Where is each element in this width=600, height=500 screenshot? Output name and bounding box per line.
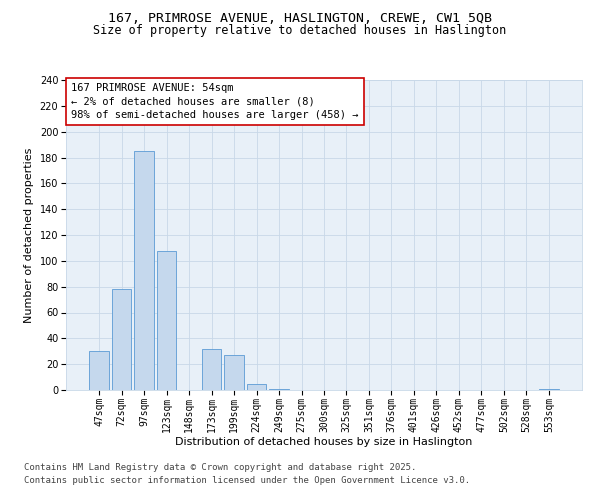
Bar <box>202 348 221 390</box>
Bar <box>89 351 109 390</box>
Bar <box>247 384 266 390</box>
Y-axis label: Number of detached properties: Number of detached properties <box>24 148 34 322</box>
Text: Contains public sector information licensed under the Open Government Licence v3: Contains public sector information licen… <box>24 476 470 485</box>
X-axis label: Distribution of detached houses by size in Haslington: Distribution of detached houses by size … <box>175 437 473 447</box>
Text: Size of property relative to detached houses in Haslington: Size of property relative to detached ho… <box>94 24 506 37</box>
Bar <box>134 151 154 390</box>
Text: 167 PRIMROSE AVENUE: 54sqm
← 2% of detached houses are smaller (8)
98% of semi-d: 167 PRIMROSE AVENUE: 54sqm ← 2% of detac… <box>71 83 359 120</box>
Bar <box>539 388 559 390</box>
Text: 167, PRIMROSE AVENUE, HASLINGTON, CREWE, CW1 5QB: 167, PRIMROSE AVENUE, HASLINGTON, CREWE,… <box>108 12 492 26</box>
Bar <box>112 289 131 390</box>
Text: Contains HM Land Registry data © Crown copyright and database right 2025.: Contains HM Land Registry data © Crown c… <box>24 464 416 472</box>
Bar <box>224 355 244 390</box>
Bar <box>157 250 176 390</box>
Bar <box>269 388 289 390</box>
